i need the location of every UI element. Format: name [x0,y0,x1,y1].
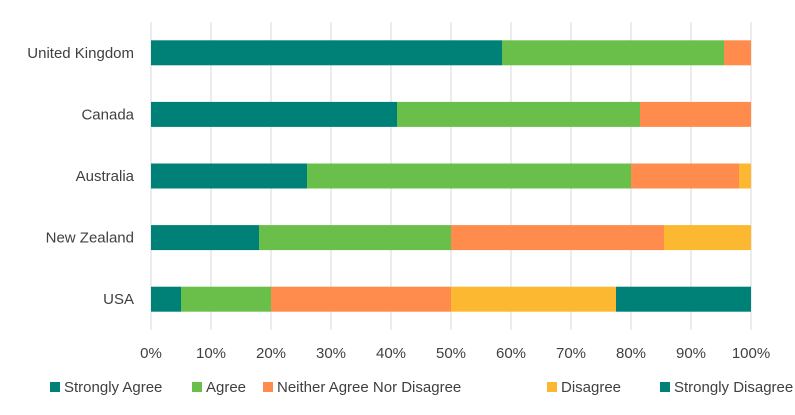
x-tick-label: 60% [496,345,526,362]
x-tick-label: 40% [376,345,406,362]
bar-segment [181,286,271,312]
bar-segment [724,40,751,66]
legend-label: Neither Agree Nor Disagree [277,379,461,396]
category-label: New Zealand [46,230,134,247]
x-tick-label: 20% [256,345,286,362]
legend-label: Agree [206,379,246,396]
category-label: Australia [76,168,135,185]
legend-label: Strongly Disagree [674,379,793,396]
bars [151,40,751,312]
x-tick-label: 30% [316,345,346,362]
legend: Strongly Agree Agree Neither Agree Nor Dis… [50,379,793,396]
bar-segment [631,163,739,189]
bar-segment [640,101,751,127]
bar-segment [397,101,640,127]
x-tick-label: 50% [436,345,466,362]
legend-swatch [660,382,670,392]
category-labels: United Kingdom Canada Australia New Zealand… [27,45,134,308]
bar-segment [151,163,307,189]
x-tick-labels: 0% 10% 20% 30% 40% 50% 60% 70% 80% 90% 100% [140,345,770,362]
category-label: United Kingdom [27,45,134,62]
legend-swatch [192,382,202,392]
bar-segment [502,40,724,66]
x-tick-label: 0% [140,345,162,362]
legend-label: Strongly Agree [64,379,162,396]
bar-segment [739,163,751,189]
bar-segment [616,286,751,312]
bar-segment [451,225,664,251]
bar-segment [451,286,616,312]
bar-segment [151,101,397,127]
x-tick-label: 80% [616,345,646,362]
legend-swatch [547,382,557,392]
category-label: Canada [81,106,134,123]
x-tick-label: 10% [196,345,226,362]
bar-segment [307,163,631,189]
x-tick-label: 90% [676,345,706,362]
bar-segment [259,225,451,251]
bar-segment [151,40,502,66]
bar-segment [151,286,181,312]
x-tick-label: 70% [556,345,586,362]
legend-swatch [50,382,60,392]
bar-segment [151,225,259,251]
bar-segment [271,286,451,312]
bar-segment [664,225,751,251]
legend-label: Disagree [561,379,621,396]
x-tick-label: 100% [732,345,770,362]
legend-swatch [263,382,273,392]
category-label: USA [103,291,134,308]
